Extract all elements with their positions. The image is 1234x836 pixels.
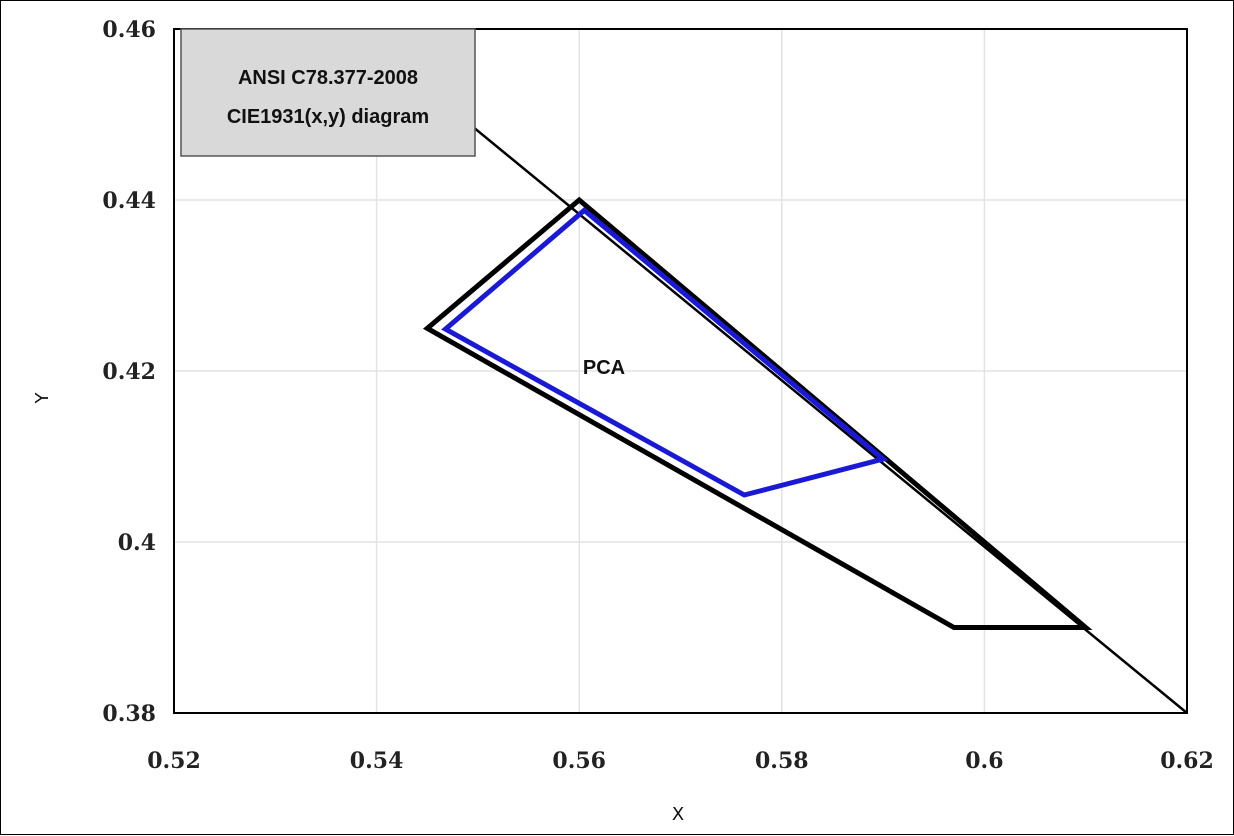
y-axis-ticks: 0.38 0.4 0.42 0.44 0.46 (102, 17, 156, 727)
ansi-quadrangle (422, 196, 1093, 630)
x-tick-label: 0.56 (552, 748, 606, 774)
x-tick-label: 0.54 (350, 748, 404, 774)
y-tick-label: 0.4 (118, 530, 156, 556)
x-axis-ticks: 0.52 0.54 0.56 0.58 0.6 0.62 (147, 748, 1214, 774)
x-tick-label: 0.62 (1160, 748, 1214, 774)
x-tick-label: 0.6 (965, 748, 1003, 774)
series-group (422, 109, 1188, 714)
x-tick-label: 0.52 (147, 748, 201, 774)
x-tick-label: 0.58 (755, 748, 809, 774)
plot-area-border (173, 28, 1188, 714)
y-tick-label: 0.46 (102, 17, 156, 43)
legend-line-2: CIE1931(x,y) diagram (227, 106, 429, 128)
y-axis-label: Y (32, 392, 53, 405)
legend-box: ANSI C78.377-2008 CIE1931(x,y) diagram (180, 28, 476, 157)
pca-quadrangle (441, 207, 889, 498)
y-tick-label: 0.38 (102, 701, 156, 727)
legend-line-1: ANSI C78.377-2008 (238, 67, 418, 89)
y-tick-label: 0.44 (102, 188, 156, 214)
y-tick-label: 0.42 (102, 359, 156, 385)
x-axis-label: X (672, 804, 684, 825)
pca-annotation: PCA (583, 357, 625, 379)
legend-box-background (180, 28, 476, 157)
